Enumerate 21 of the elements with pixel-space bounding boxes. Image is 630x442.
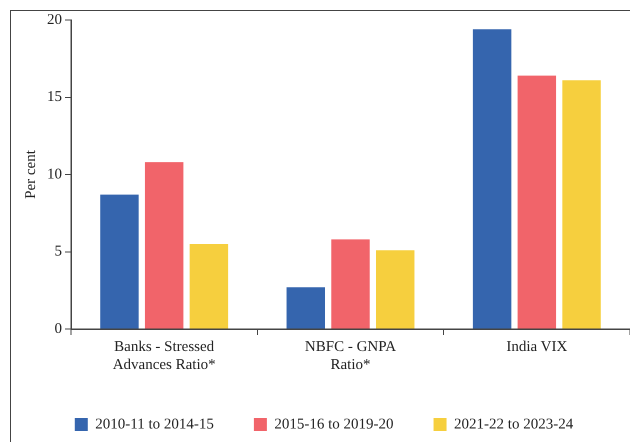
y-tick-label: 15 (47, 89, 62, 106)
y-tick-label: 5 (54, 244, 62, 260)
y-tick-label: 10 (47, 166, 62, 182)
bar (144, 162, 184, 328)
y-axis-title: Per cent (22, 149, 39, 199)
x-tick-label: India VIX (506, 338, 568, 355)
bar (472, 29, 512, 328)
y-tick-label: 20 (47, 12, 62, 28)
bar (376, 250, 414, 328)
legend-label: 2021-22 to 2023-24 (454, 416, 574, 432)
legend-label: 2015-16 to 2019-20 (274, 416, 394, 432)
x-tick-label: Banks - Stressed Advances Ratio* (112, 338, 216, 373)
legend-label: 2010-11 to 2014-15 (95, 416, 214, 432)
x-tick-label: NBFC - GNPA Ratio* (304, 338, 396, 373)
y-tick-label: 0 (54, 320, 62, 337)
bar (562, 80, 601, 328)
bar (100, 194, 139, 328)
bar (190, 244, 228, 328)
bar (518, 76, 556, 328)
bar (331, 239, 370, 328)
bar (286, 287, 326, 328)
